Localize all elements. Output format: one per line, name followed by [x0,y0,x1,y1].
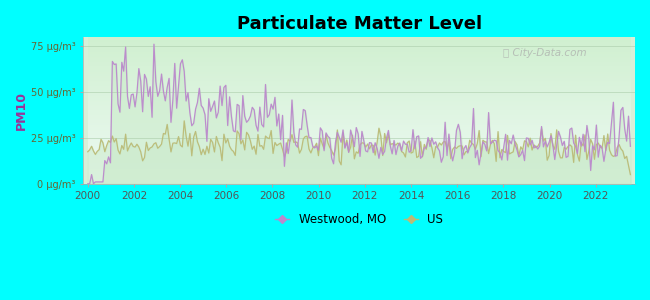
Text: ⓘ City-Data.com: ⓘ City-Data.com [502,48,586,58]
Legend: Westwood, MO, US: Westwood, MO, US [270,208,448,230]
Title: Particulate Matter Level: Particulate Matter Level [237,15,482,33]
Y-axis label: PM10: PM10 [15,91,28,130]
